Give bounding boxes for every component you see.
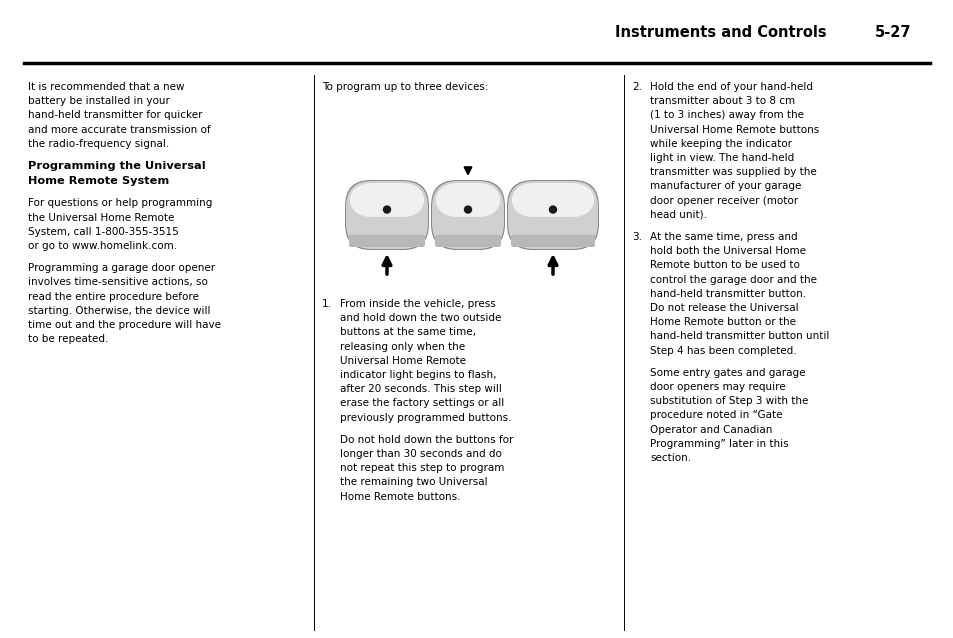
Text: the radio-frequency signal.: the radio-frequency signal. — [28, 139, 169, 149]
Text: head unit).: head unit). — [649, 210, 706, 220]
Text: Home Remote System: Home Remote System — [28, 176, 169, 186]
Text: door openers may require: door openers may require — [649, 382, 785, 392]
Text: procedure noted in “Gate: procedure noted in “Gate — [649, 410, 781, 420]
Text: time out and the procedure will have: time out and the procedure will have — [28, 320, 221, 330]
Text: transmitter was supplied by the: transmitter was supplied by the — [649, 167, 816, 177]
Text: Instruments and Controls: Instruments and Controls — [615, 25, 826, 40]
Text: Do not release the Universal: Do not release the Universal — [649, 303, 798, 313]
Text: the Universal Home Remote: the Universal Home Remote — [28, 212, 174, 223]
Text: Do not hold down the buttons for: Do not hold down the buttons for — [339, 435, 513, 445]
Text: Step 4 has been completed.: Step 4 has been completed. — [649, 346, 796, 355]
Text: 1.: 1. — [322, 299, 332, 309]
FancyBboxPatch shape — [346, 181, 428, 249]
Text: transmitter about 3 to 8 cm: transmitter about 3 to 8 cm — [649, 96, 794, 106]
Text: control the garage door and the: control the garage door and the — [649, 274, 816, 285]
Text: the remaining two Universal: the remaining two Universal — [339, 477, 487, 487]
Text: and hold down the two outside: and hold down the two outside — [339, 313, 501, 323]
Circle shape — [549, 206, 556, 213]
Text: To program up to three devices:: To program up to three devices: — [322, 82, 488, 92]
Text: and more accurate transmission of: and more accurate transmission of — [28, 124, 211, 135]
Text: Home Remote button or the: Home Remote button or the — [649, 317, 795, 327]
Text: to be repeated.: to be repeated. — [28, 334, 109, 344]
Text: Remote button to be used to: Remote button to be used to — [649, 260, 799, 271]
Text: previously programmed buttons.: previously programmed buttons. — [339, 413, 511, 422]
Text: 3.: 3. — [631, 232, 641, 242]
FancyBboxPatch shape — [435, 183, 500, 217]
Text: releasing only when the: releasing only when the — [339, 341, 465, 352]
Text: Home Remote buttons.: Home Remote buttons. — [339, 492, 460, 501]
Text: hand-held transmitter for quicker: hand-held transmitter for quicker — [28, 110, 202, 121]
Text: manufacturer of your garage: manufacturer of your garage — [649, 181, 801, 191]
FancyBboxPatch shape — [345, 180, 429, 250]
Text: At the same time, press and: At the same time, press and — [649, 232, 797, 242]
Text: Hold the end of your hand-held: Hold the end of your hand-held — [649, 82, 812, 92]
Text: 5-27: 5-27 — [874, 25, 910, 40]
Text: buttons at the same time,: buttons at the same time, — [339, 327, 476, 338]
FancyBboxPatch shape — [349, 183, 424, 217]
Text: For questions or help programming: For questions or help programming — [28, 198, 213, 209]
FancyBboxPatch shape — [511, 183, 595, 217]
FancyBboxPatch shape — [432, 181, 503, 249]
Text: Programming a garage door opener: Programming a garage door opener — [28, 263, 214, 273]
Text: after 20 seconds. This step will: after 20 seconds. This step will — [339, 384, 501, 394]
Text: not repeat this step to program: not repeat this step to program — [339, 463, 504, 473]
Text: 2.: 2. — [631, 82, 641, 92]
Text: Programming” later in this: Programming” later in this — [649, 439, 788, 449]
Text: Operator and Canadian: Operator and Canadian — [649, 425, 772, 434]
Text: involves time-sensitive actions, so: involves time-sensitive actions, so — [28, 278, 208, 287]
Text: hold both the Universal Home: hold both the Universal Home — [649, 246, 805, 256]
Text: Universal Home Remote buttons: Universal Home Remote buttons — [649, 124, 819, 135]
Text: starting. Otherwise, the device will: starting. Otherwise, the device will — [28, 306, 211, 316]
Text: read the entire procedure before: read the entire procedure before — [28, 292, 198, 302]
Text: light in view. The hand-held: light in view. The hand-held — [649, 153, 794, 163]
Text: erase the factory settings or all: erase the factory settings or all — [339, 398, 504, 408]
Text: From inside the vehicle, press: From inside the vehicle, press — [339, 299, 496, 309]
FancyBboxPatch shape — [349, 235, 424, 247]
FancyBboxPatch shape — [507, 181, 598, 249]
Text: Programming the Universal: Programming the Universal — [28, 161, 206, 171]
Text: It is recommended that a new: It is recommended that a new — [28, 82, 184, 92]
Text: (1 to 3 inches) away from the: (1 to 3 inches) away from the — [649, 110, 803, 121]
FancyBboxPatch shape — [431, 180, 504, 250]
FancyBboxPatch shape — [511, 235, 595, 247]
Text: substitution of Step 3 with the: substitution of Step 3 with the — [649, 396, 807, 406]
Circle shape — [383, 206, 390, 213]
Text: battery be installed in your: battery be installed in your — [28, 96, 170, 106]
Text: while keeping the indicator: while keeping the indicator — [649, 139, 791, 149]
Text: longer than 30 seconds and do: longer than 30 seconds and do — [339, 449, 501, 459]
Text: Some entry gates and garage: Some entry gates and garage — [649, 367, 804, 378]
Text: hand-held transmitter button.: hand-held transmitter button. — [649, 289, 805, 299]
Text: System, call 1-800-355-3515: System, call 1-800-355-3515 — [28, 226, 178, 237]
Text: hand-held transmitter button until: hand-held transmitter button until — [649, 331, 828, 341]
FancyBboxPatch shape — [435, 235, 500, 247]
Circle shape — [464, 206, 471, 213]
Text: section.: section. — [649, 453, 690, 463]
Text: indicator light begins to flash,: indicator light begins to flash, — [339, 370, 496, 380]
Text: Universal Home Remote: Universal Home Remote — [339, 356, 465, 366]
FancyBboxPatch shape — [506, 180, 598, 250]
Text: or go to www.homelink.com.: or go to www.homelink.com. — [28, 241, 177, 251]
Text: door opener receiver (motor: door opener receiver (motor — [649, 196, 798, 205]
